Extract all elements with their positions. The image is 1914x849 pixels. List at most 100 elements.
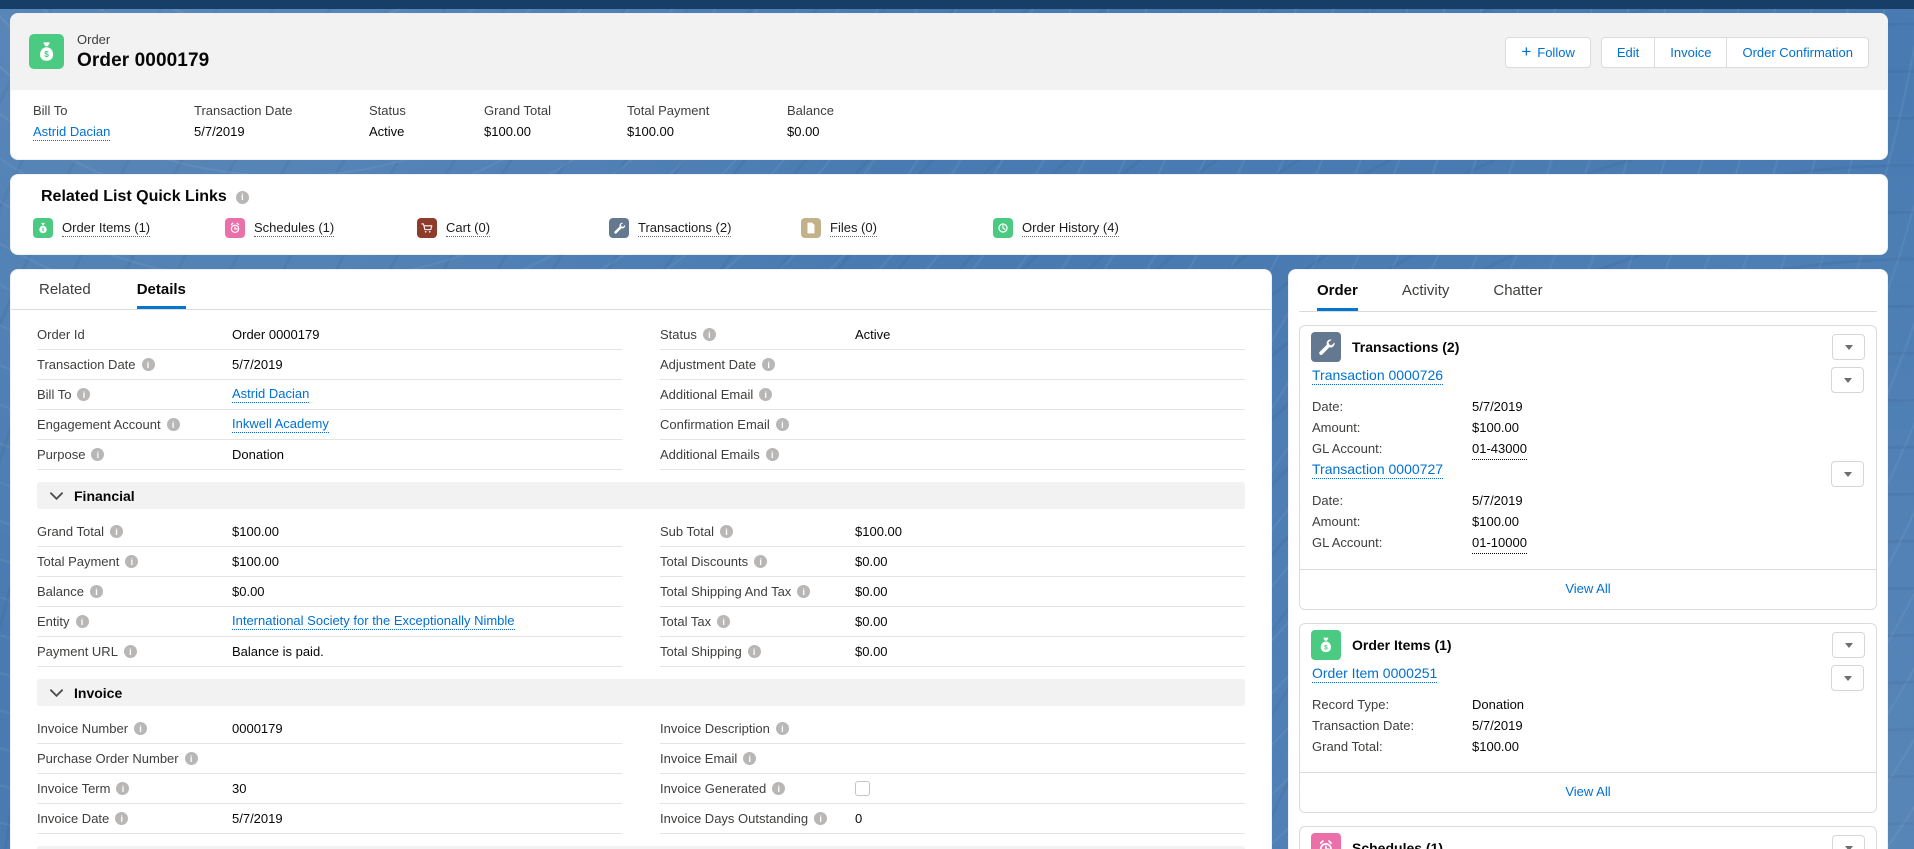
quicklink-files-0[interactable]: Files (0) (801, 218, 993, 238)
tab-details[interactable]: Details (137, 270, 186, 309)
chevron-down-icon (1845, 643, 1853, 648)
edit-button[interactable]: Edit (1601, 37, 1655, 68)
card-actions-button[interactable] (1832, 334, 1865, 360)
quicklink-order-history-4[interactable]: Order History (4) (993, 218, 1119, 238)
related-field-amount: Amount: $100.00 (1312, 417, 1864, 438)
related-field-label: Grand Total: (1312, 736, 1472, 757)
invoice-button[interactable]: Invoice (1655, 37, 1727, 68)
highlight-value: $100.00 (484, 124, 627, 139)
tab-activity[interactable]: Activity (1402, 270, 1450, 311)
field-value-link[interactable]: Astrid Dacian (232, 386, 309, 403)
row-actions-button[interactable] (1831, 461, 1864, 487)
chevron-down-icon (1845, 846, 1853, 849)
field-value: 5/7/2019 (232, 811, 283, 826)
quicklink-label[interactable]: Files (0) (830, 220, 877, 237)
info-icon[interactable]: i (762, 358, 775, 371)
info-icon[interactable]: i (115, 812, 128, 825)
section-invoice[interactable]: Invoice (37, 679, 1245, 706)
info-icon[interactable]: i (125, 555, 138, 568)
header-actions: + Follow Edit Invoice Order Confirmation (1505, 37, 1869, 68)
related-item-link[interactable]: Transaction 0000726 (1312, 367, 1443, 385)
row-actions-button[interactable] (1831, 665, 1864, 691)
field-value-link[interactable]: International Society for the Exceptiona… (232, 613, 515, 630)
card-actions-button[interactable] (1832, 632, 1865, 658)
info-icon[interactable]: i (167, 418, 180, 431)
info-icon[interactable]: i (748, 645, 761, 658)
order-confirmation-button[interactable]: Order Confirmation (1727, 37, 1869, 68)
quicklink-label[interactable]: Order History (4) (1022, 220, 1119, 237)
tab-chatter[interactable]: Chatter (1493, 270, 1542, 311)
info-icon[interactable]: i (717, 615, 730, 628)
related-card-title[interactable]: Order Items (1) (1352, 637, 1452, 653)
invoice-generated-checkbox[interactable] (855, 781, 870, 796)
related-item-link[interactable]: Transaction 0000727 (1312, 461, 1443, 479)
info-icon[interactable]: i (720, 525, 733, 538)
quicklink-schedules-1[interactable]: Schedules (1) (225, 218, 417, 238)
quicklink-label[interactable]: Transactions (2) (638, 220, 731, 237)
follow-button[interactable]: + Follow (1505, 37, 1591, 68)
info-icon[interactable]: i (116, 782, 129, 795)
field-value: $0.00 (855, 554, 888, 569)
info-icon[interactable]: i (91, 448, 104, 461)
quicklink-label[interactable]: Cart (0) (446, 220, 490, 237)
field-total-tax: Total Taxi $0.00 (660, 607, 1245, 637)
field-label: Total Shipping And Taxi (660, 584, 855, 599)
info-icon[interactable]: i (185, 752, 198, 765)
info-icon[interactable]: i (754, 555, 767, 568)
quicklink-label[interactable]: Schedules (1) (254, 220, 334, 237)
info-icon[interactable]: i (772, 782, 785, 795)
quicklink-order-items-1[interactable]: $ Order Items (1) (33, 218, 225, 238)
info-icon[interactable]: i (110, 525, 123, 538)
related-card-title[interactable]: Transactions (2) (1352, 339, 1459, 355)
related-field-label: Record Type: (1312, 694, 1472, 715)
field-label-text: Adjustment Date (660, 357, 756, 372)
section-financial[interactable]: Financial (37, 482, 1245, 509)
related-field-record-type: Record Type: Donation (1312, 694, 1864, 715)
field-label: Bill Toi (37, 387, 232, 402)
info-icon[interactable]: i (743, 752, 756, 765)
tab-order[interactable]: Order (1317, 270, 1358, 311)
related-item-header: Order Item 0000251 (1312, 665, 1864, 691)
quicklink-transactions-2[interactable]: Transactions (2) (609, 218, 801, 238)
info-icon[interactable]: i (90, 585, 103, 598)
quicklink-label[interactable]: Order Items (1) (62, 220, 150, 237)
field-value-cell (855, 386, 1245, 404)
related-field-value-link[interactable]: 01-10000 (1472, 533, 1527, 554)
view-all-link[interactable]: View All (1565, 581, 1610, 596)
info-icon[interactable]: i (766, 448, 779, 461)
info-icon[interactable]: i (76, 615, 89, 628)
related-field-value-link[interactable]: 01-43000 (1472, 439, 1527, 460)
field-value-cell (855, 446, 1245, 464)
info-icon[interactable]: i (703, 328, 716, 341)
info-icon[interactable]: i (776, 418, 789, 431)
related-card-schedules-1: Schedules (1) Schedule 0000000 (1299, 826, 1877, 849)
field-value: $0.00 (232, 584, 265, 599)
info-icon[interactable]: i (77, 388, 90, 401)
related-card-title[interactable]: Schedules (1) (1352, 840, 1443, 849)
field-value-cell (855, 416, 1245, 434)
row-actions-button[interactable] (1831, 367, 1864, 393)
field-value-link[interactable]: Inkwell Academy (232, 416, 329, 433)
info-icon[interactable]: i (134, 722, 147, 735)
field-value: $0.00 (855, 644, 888, 659)
highlight-value-link[interactable]: Astrid Dacian (33, 124, 110, 141)
info-icon[interactable]: i (124, 645, 137, 658)
field-value: Balance is paid. (232, 644, 324, 659)
page-title: Order 0000179 (77, 50, 209, 72)
card-actions-button[interactable] (1832, 835, 1865, 849)
info-icon[interactable]: i (142, 358, 155, 371)
wrench-icon (1311, 332, 1341, 362)
info-icon[interactable]: i (776, 722, 789, 735)
related-item: Transaction 0000726 Date: 5/7/2019 Amoun… (1312, 367, 1864, 460)
tab-related[interactable]: Related (39, 270, 91, 309)
info-icon[interactable]: i (236, 191, 249, 204)
info-icon[interactable]: i (814, 812, 827, 825)
info-icon[interactable]: i (759, 388, 772, 401)
highlight-label: Grand Total (484, 103, 627, 118)
field-label: Order Id (37, 327, 232, 342)
info-icon[interactable]: i (797, 585, 810, 598)
quicklink-cart-0[interactable]: Cart (0) (417, 218, 609, 238)
related-item-link[interactable]: Order Item 0000251 (1312, 665, 1437, 683)
related-item: Order Item 0000251 Record Type: Donation… (1312, 665, 1864, 757)
view-all-link[interactable]: View All (1565, 784, 1610, 799)
